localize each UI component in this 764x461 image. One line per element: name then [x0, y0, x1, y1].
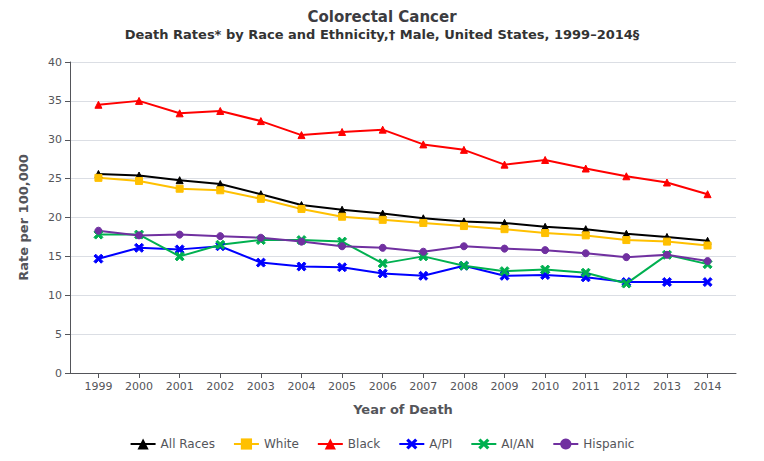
svg-text:Year of Death: Year of Death — [352, 402, 453, 417]
svg-text:Hispanic: Hispanic — [583, 437, 634, 451]
svg-text:40: 40 — [48, 56, 62, 69]
svg-text:2002: 2002 — [206, 380, 234, 393]
svg-text:2010: 2010 — [531, 380, 559, 393]
svg-text:25: 25 — [48, 172, 62, 185]
svg-text:15: 15 — [48, 250, 62, 263]
svg-text:White: White — [264, 437, 299, 451]
svg-text:Death Rates* by Race and Ethni: Death Rates* by Race and Ethnicity,† Mal… — [125, 27, 640, 42]
svg-text:2003: 2003 — [247, 380, 275, 393]
svg-text:2004: 2004 — [287, 380, 315, 393]
svg-text:2006: 2006 — [369, 380, 397, 393]
svg-text:2013: 2013 — [653, 380, 681, 393]
svg-text:0: 0 — [55, 367, 62, 380]
svg-text:5: 5 — [55, 328, 62, 341]
svg-text:2005: 2005 — [328, 380, 356, 393]
svg-text:2009: 2009 — [491, 380, 519, 393]
svg-text:Black: Black — [348, 437, 381, 451]
svg-text:AI/AN: AI/AN — [501, 437, 534, 451]
svg-text:2014: 2014 — [694, 380, 722, 393]
svg-text:Rate per 100,000: Rate per 100,000 — [16, 154, 31, 281]
svg-text:20: 20 — [48, 211, 62, 224]
svg-text:All Races: All Races — [161, 437, 215, 451]
svg-text:35: 35 — [48, 94, 62, 107]
svg-text:A/PI: A/PI — [429, 437, 452, 451]
svg-text:1999: 1999 — [84, 380, 112, 393]
svg-text:2011: 2011 — [572, 380, 600, 393]
svg-text:2001: 2001 — [166, 380, 194, 393]
svg-text:10: 10 — [48, 289, 62, 302]
svg-text:2008: 2008 — [450, 380, 478, 393]
svg-text:2012: 2012 — [612, 380, 640, 393]
svg-text:2007: 2007 — [409, 380, 437, 393]
svg-text:2000: 2000 — [125, 380, 153, 393]
svg-text:Colorectal Cancer: Colorectal Cancer — [307, 8, 457, 26]
svg-text:30: 30 — [48, 133, 62, 146]
